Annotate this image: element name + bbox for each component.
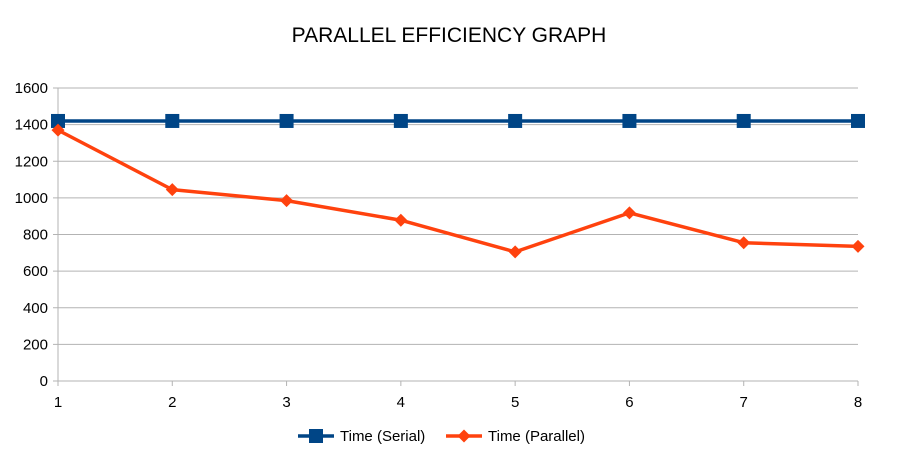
legend-label: Time (Serial) [340, 428, 425, 445]
x-axis-ticks: 1 2 3 4 5 6 7 8 [54, 381, 862, 411]
data-point [280, 194, 294, 208]
y-axis-ticks: 0 200 400 600 800 1000 1200 1400 1600 [15, 80, 58, 390]
x-tick-label: 4 [397, 394, 405, 411]
y-tick-label: 1400 [15, 117, 48, 134]
data-point [737, 236, 751, 250]
data-point [165, 183, 179, 197]
x-tick-label: 7 [740, 394, 748, 411]
legend-label: Time (Parallel) [488, 428, 585, 445]
legend-swatch-marker [457, 429, 471, 443]
legend: Time (Serial) Time (Parallel) [298, 428, 585, 445]
series-line [57, 128, 859, 254]
y-tick-label: 600 [23, 263, 48, 280]
x-tick-label: 1 [54, 394, 62, 411]
data-point [851, 239, 865, 253]
legend-item: Time (Parallel) [446, 428, 585, 445]
y-tick-label: 200 [23, 336, 48, 353]
series-layer [51, 113, 865, 259]
x-tick-label: 6 [625, 394, 633, 411]
data-point [393, 113, 408, 128]
data-point [622, 113, 637, 128]
y-tick-label: 1000 [15, 190, 48, 207]
y-tick-label: 0 [40, 373, 48, 390]
y-tick-label: 1200 [15, 153, 48, 170]
data-point [736, 113, 751, 128]
data-point [51, 113, 65, 128]
data-point [622, 206, 636, 220]
data-point [508, 245, 522, 259]
y-tick-label: 400 [23, 300, 48, 317]
y-tick-label: 800 [23, 227, 48, 244]
y-tick-label: 1600 [15, 80, 48, 97]
legend-swatch-marker [309, 429, 323, 443]
x-tick-label: 5 [511, 394, 519, 411]
x-tick-label: 3 [282, 394, 290, 411]
data-point [279, 113, 294, 128]
x-tick-label: 8 [854, 394, 862, 411]
chart-title: PARALLEL EFFICIENCY GRAPH [292, 24, 607, 47]
x-tick-label: 2 [168, 394, 176, 411]
series-serial [51, 113, 865, 128]
series-parallel [51, 123, 865, 259]
data-point [394, 213, 408, 227]
data-point [51, 123, 65, 137]
data-point [851, 113, 865, 128]
legend-item: Time (Serial) [298, 428, 425, 445]
data-point [165, 113, 180, 128]
data-point [508, 113, 523, 128]
